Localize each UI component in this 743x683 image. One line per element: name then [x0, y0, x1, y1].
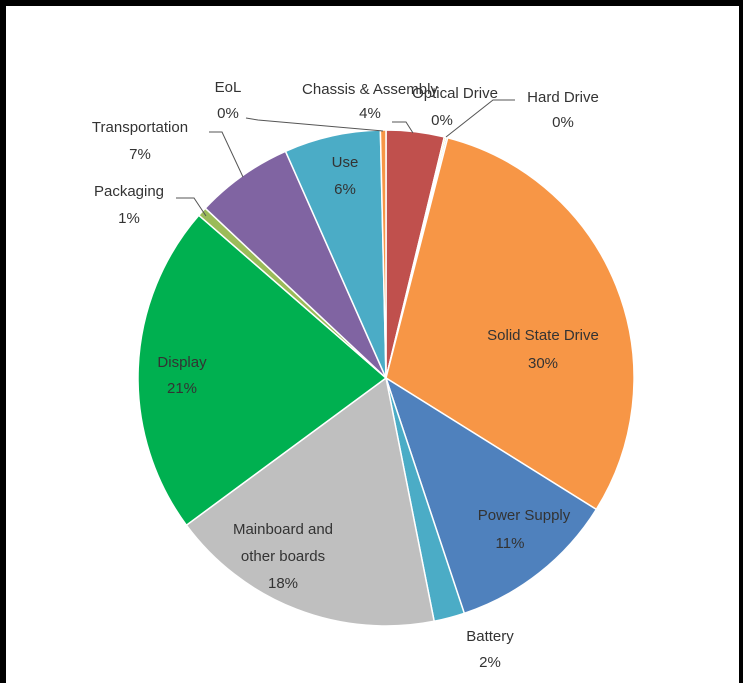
value-packaging: 1% — [118, 210, 140, 227]
label-battery: Battery — [466, 628, 514, 645]
value-optical-drive: 0% — [431, 112, 453, 129]
label-display: Display — [157, 354, 207, 371]
slice-display — [137, 214, 388, 527]
value-power-supply: 11% — [496, 535, 525, 552]
leader-eol — [245, 117, 384, 132]
data-labels: Chassis & Assembly 4% Optical Drive 0% Hard … — [92, 79, 599, 671]
value-mainboard-and-other-boards: 18% — [268, 575, 298, 592]
label-use: Use — [332, 154, 359, 171]
label-packaging: Packaging — [94, 183, 164, 200]
label-optical-drive: Optical Drive — [412, 85, 498, 102]
label-power-supply: Power Supply — [478, 507, 571, 524]
label-eol: EoL — [215, 79, 242, 96]
value-eol: 0% — [217, 105, 239, 122]
leader-lines — [176, 99, 515, 217]
leader-transportation — [209, 131, 244, 178]
value-use: 6% — [334, 181, 356, 198]
label-chassis-and-assembly: Chassis & Assembly — [302, 81, 438, 98]
value-transportation: 7% — [129, 146, 151, 163]
value-hard-drive: 0% — [552, 114, 574, 131]
value-battery: 2% — [479, 654, 501, 671]
leader-packaging — [176, 197, 207, 217]
label-mainboard-and-other-boards-line-1: Mainboard and — [233, 521, 333, 538]
pie-slices — [137, 129, 635, 627]
label-mainboard-and-other-boards-line-2: other boards — [241, 548, 325, 565]
label-solid-state-drive: Solid State Drive — [487, 327, 599, 344]
value-solid-state-drive: 30% — [528, 355, 558, 372]
label-transportation: Transportation — [92, 119, 188, 136]
slice-power-supply — [384, 376, 598, 615]
value-display: 21% — [167, 380, 197, 397]
leader-chassis-and-assembly — [392, 121, 414, 134]
label-hard-drive: Hard Drive — [527, 89, 599, 106]
value-chassis-and-assembly: 4% — [359, 105, 381, 122]
slice-eol — [379, 129, 387, 379]
leader-hard-drive — [445, 99, 515, 138]
slice-mainboard-and-other-boards — [185, 376, 436, 627]
